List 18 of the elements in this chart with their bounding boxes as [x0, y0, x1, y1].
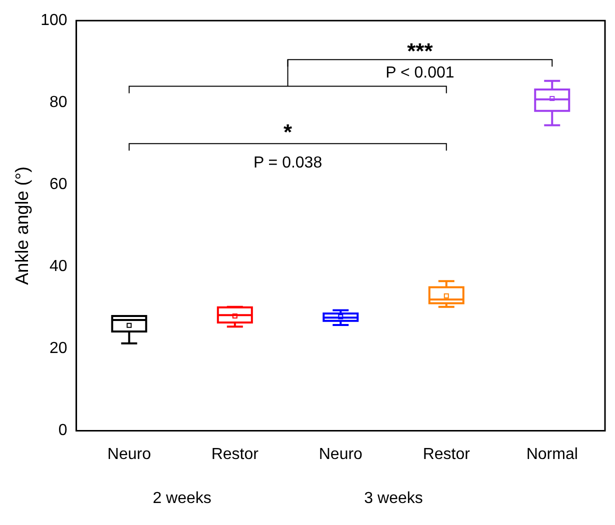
y-tick-label: 0	[58, 422, 68, 440]
x-tick-label: Normal	[526, 446, 578, 463]
y-tick-label: 60	[50, 176, 68, 194]
y-tick-label: 80	[50, 94, 68, 112]
x-tick-label: Neuro	[107, 446, 152, 463]
y-tick-label: 40	[50, 258, 68, 276]
x-tick-label: Restor	[211, 446, 260, 463]
y-tick-label: 20	[50, 340, 68, 358]
x-tick-label: Restor	[422, 446, 471, 463]
x-tick-label: Neuro	[318, 446, 363, 463]
text: 2 weeks	[152, 490, 212, 507]
y-axis-title: Ankle angle (°)	[12, 166, 32, 285]
annotation: P = 0.038	[253, 154, 322, 172]
annotation: *	[283, 120, 292, 145]
annotation: ***	[407, 38, 434, 64]
y-tick-label: 100	[40, 12, 68, 30]
annotation: P < 0.001	[386, 64, 454, 82]
text: 3 weeks	[364, 490, 423, 507]
